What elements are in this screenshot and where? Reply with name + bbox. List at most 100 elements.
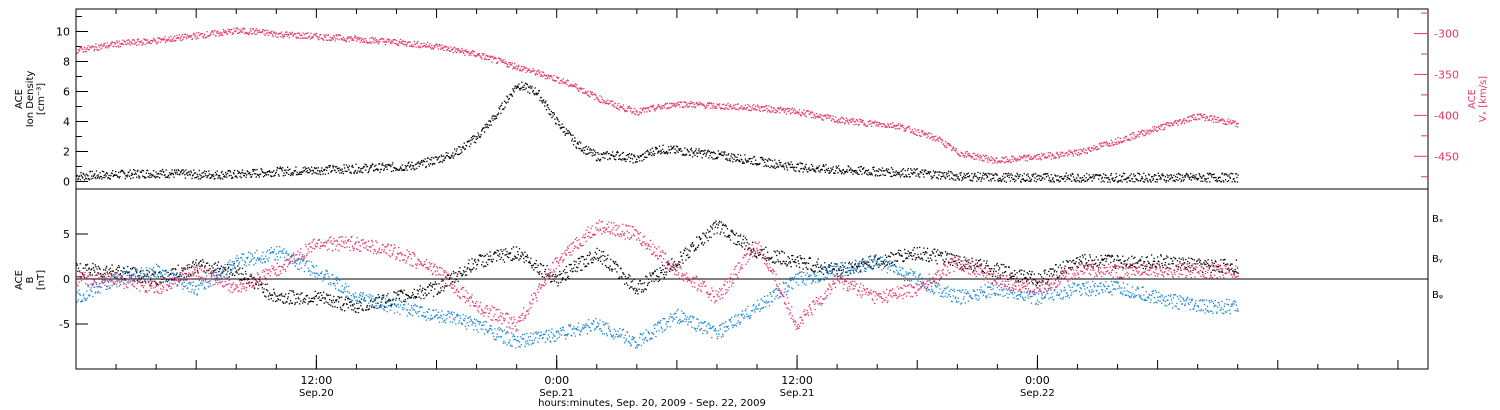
velocity-series-point [723, 108, 726, 111]
velocity-series-point [108, 45, 110, 48]
velocity-series-point [128, 40, 131, 42]
velocity-series-point [1236, 123, 1238, 125]
velocity-series-point [1116, 143, 1119, 145]
density-series-point [1050, 174, 1052, 176]
velocity-series-point [548, 75, 550, 78]
density-series-point [499, 105, 501, 107]
velocity-series-point [752, 108, 754, 110]
density-series-point [200, 176, 203, 179]
b-series-0-point [397, 290, 399, 292]
b-series-0-point [538, 272, 540, 274]
velocity-series-point [98, 44, 100, 46]
density-tick-label: 0 [63, 176, 70, 189]
density-series-point [1049, 181, 1051, 183]
velocity-series-point [116, 41, 119, 44]
b-series-0-point [417, 290, 420, 292]
velocity-series-point [839, 118, 842, 120]
density-series-point [714, 158, 716, 160]
velocity-series-point [692, 101, 694, 104]
velocity-series-point [821, 118, 823, 120]
density-series-point [1138, 173, 1141, 176]
velocity-series-point [488, 55, 490, 57]
velocity-series-point [1198, 113, 1200, 115]
b-series-0-point [515, 257, 517, 259]
velocity-series-point [622, 104, 625, 106]
velocity-series-point [940, 141, 942, 143]
velocity-series-point [1155, 129, 1157, 131]
velocity-series-point [544, 74, 546, 77]
velocity-series-point [639, 107, 641, 109]
velocity-series-point [399, 38, 402, 41]
velocity-series-point [371, 36, 373, 39]
velocity-series-point [974, 158, 976, 160]
velocity-series-point [327, 34, 330, 36]
b-series-0-point [77, 270, 79, 272]
density-series-point [376, 168, 378, 170]
density-series-point [1091, 180, 1093, 182]
b-series-0-point [196, 270, 199, 272]
density-series-point [289, 168, 291, 170]
velocity-series-point [1053, 157, 1055, 160]
velocity-series-point [1043, 153, 1045, 155]
velocity-series-point [1203, 113, 1206, 116]
b-series-0-point [717, 224, 720, 226]
density-series-point [464, 148, 467, 150]
b-series-0-point [540, 263, 542, 266]
velocity-series-point [628, 105, 631, 108]
b-series-0-point [202, 258, 204, 261]
density-series-point [878, 168, 880, 170]
density-series-point [1123, 178, 1125, 181]
b-series-0-point [297, 297, 300, 299]
velocity-series-point [1012, 155, 1014, 157]
velocity-series-point [176, 34, 178, 37]
density-series-point [956, 173, 958, 176]
density-series-point [517, 86, 519, 88]
density-series-point [1106, 177, 1108, 179]
density-series-point [622, 151, 625, 154]
velocity-series-point [1233, 121, 1236, 123]
density-series-point [536, 93, 539, 95]
b-series-0-point [255, 283, 257, 286]
velocity-series-point [1032, 158, 1034, 160]
density-series-point [705, 153, 708, 155]
velocity-series-point [574, 85, 576, 88]
density-series-point [294, 170, 297, 172]
density-series-point [690, 148, 692, 151]
b-series-0-point [360, 304, 362, 307]
velocity-series-point [664, 104, 666, 106]
density-series-point [588, 152, 590, 154]
velocity-series-point [187, 36, 189, 38]
velocity-series-point [1057, 153, 1059, 155]
density-series-point [212, 173, 214, 176]
density-series-point [855, 172, 857, 174]
velocity-series-point [941, 138, 943, 141]
velocity-series-point [450, 46, 452, 48]
density-series-point [694, 150, 697, 152]
velocity-series-point [604, 101, 606, 103]
b-series-0-point [621, 277, 623, 280]
velocity-series-point [815, 116, 817, 118]
b-series-0-point [136, 272, 138, 274]
velocity-series-point [395, 42, 397, 45]
density-series-point [166, 176, 169, 179]
density-series-point [982, 172, 985, 174]
density-series-point [420, 161, 422, 163]
density-tick-label: 8 [63, 56, 70, 69]
density-series-point [223, 175, 226, 177]
velocity-series-point [217, 30, 219, 32]
velocity-series-point [1129, 139, 1132, 141]
velocity-series-point [397, 42, 399, 45]
b-series-0-point [250, 275, 253, 277]
velocity-series-point [172, 40, 174, 42]
velocity-series-point [1085, 149, 1087, 151]
density-series-point [458, 153, 461, 155]
velocity-series-point [887, 124, 890, 126]
velocity-series-point [1021, 156, 1024, 158]
density-series-point [707, 149, 709, 151]
density-series-point [908, 173, 910, 176]
velocity-series-point [525, 71, 527, 73]
velocity-series-point [584, 90, 587, 93]
legend-entry: Bᵩ [1432, 290, 1443, 301]
density-series-point [587, 152, 589, 155]
velocity-series-point [634, 113, 636, 115]
